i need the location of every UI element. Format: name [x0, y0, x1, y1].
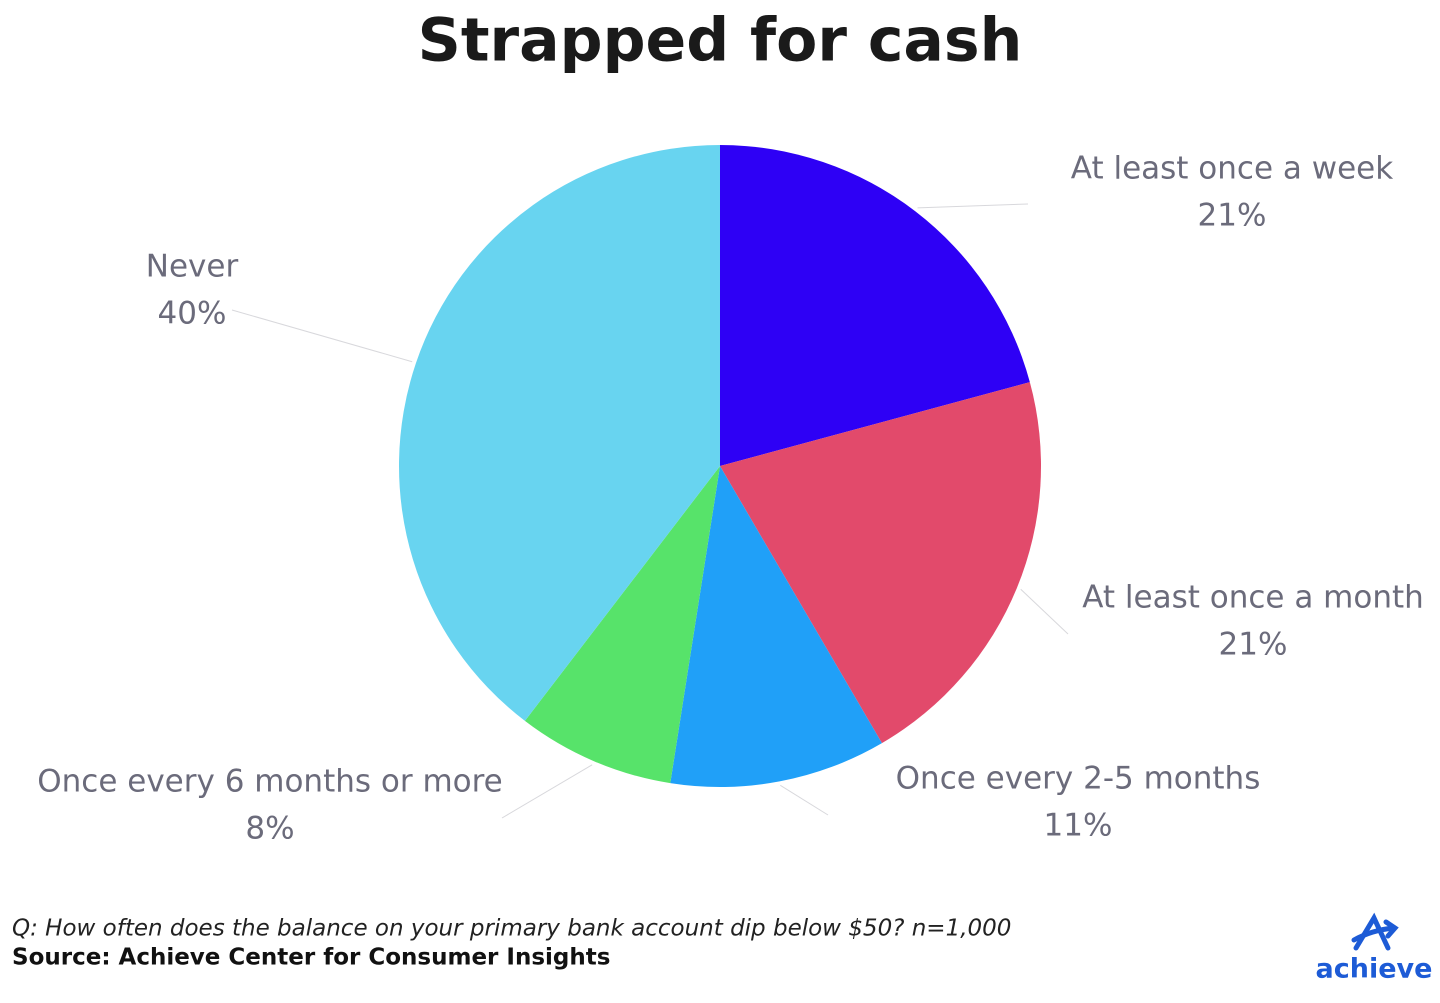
slice-label: Once every 2-5 months — [896, 761, 1261, 797]
leader-line — [231, 309, 413, 363]
leader-line — [780, 784, 829, 816]
footnote: Q: How often does the balance on your pr… — [12, 916, 1011, 942]
value-label: 11% — [1044, 808, 1113, 844]
logo-icon — [1351, 912, 1399, 951]
value-label: 8% — [245, 811, 294, 847]
pie-slice — [720, 382, 1041, 744]
slice-label: Once every 6 months or more — [37, 764, 503, 800]
slice-label: At least once a week — [1071, 151, 1393, 187]
slice-label: Never — [146, 249, 239, 285]
leader-line — [501, 764, 593, 819]
pie-slice — [524, 466, 720, 784]
value-label: 21% — [1198, 198, 1267, 234]
value-label: 40% — [158, 296, 227, 332]
leader-line — [1020, 588, 1069, 635]
source: Source: Achieve Center for Consumer Insi… — [12, 945, 610, 971]
leader-line — [917, 203, 1029, 209]
value-label: 21% — [1219, 627, 1288, 663]
pie-slice — [670, 466, 882, 787]
slice-label: At least once a month — [1082, 580, 1424, 616]
chart-title: Strapped for cash — [418, 6, 1023, 76]
pie-slice — [720, 145, 1030, 466]
pie-slice — [398, 145, 720, 721]
logo-text: achieve — [1316, 954, 1433, 985]
